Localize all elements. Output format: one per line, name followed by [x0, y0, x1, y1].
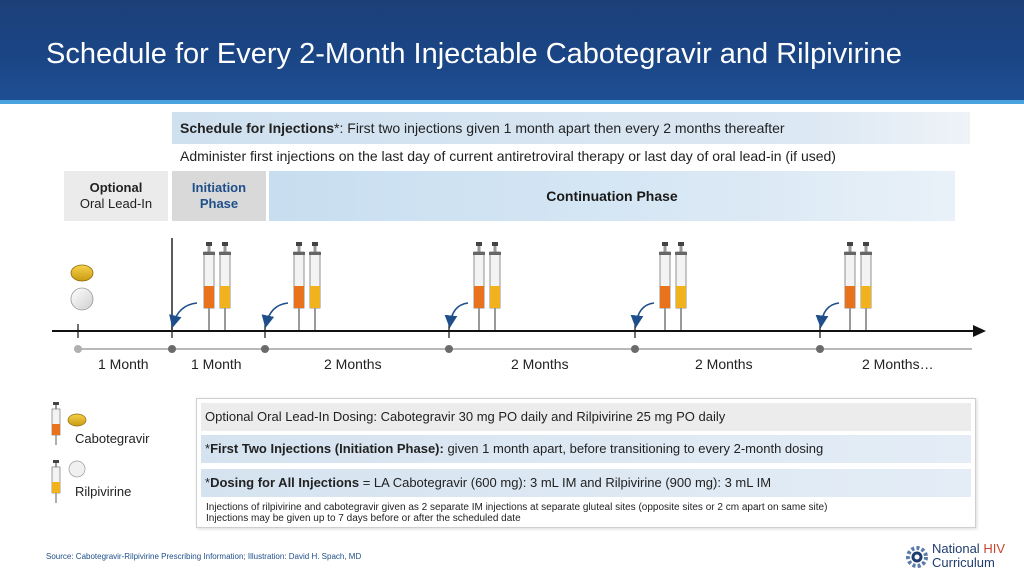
initiation-dosing-text: given 1 month apart, before transitionin… [443, 441, 824, 456]
phase-initiation: Initiation Phase [172, 171, 266, 221]
schedule-box: Schedule for Injections*: First two inje… [172, 112, 970, 144]
cabotegravir-syringe-icon [51, 402, 61, 445]
phase-optional-lead-in: Optional Oral Lead-In [64, 171, 168, 221]
rilpivirine-pill-icon [70, 287, 94, 311]
schedule-text: : First two injections given 1 month apa… [339, 120, 785, 136]
logo-curriculum: Curriculum [932, 555, 995, 570]
cabotegravir-pill-icon [70, 264, 94, 282]
national-hiv-curriculum-logo[interactable]: National HIV Curriculum [902, 541, 1018, 573]
schedule-label: Schedule for Injections [180, 120, 335, 136]
cabotegravir-pill-icon [67, 413, 87, 427]
timeline-dot [74, 345, 82, 353]
timeline-diagram [52, 238, 986, 353]
phase-continuation-label: Continuation Phase [546, 188, 678, 204]
interval-label: 2 Months… [862, 356, 934, 372]
logo-text: National HIV Curriculum [932, 542, 1005, 570]
phase-optional-line2: Oral Lead-In [79, 196, 153, 211]
interval-label: 2 Months [324, 356, 382, 372]
injection-arrow-icon [261, 302, 289, 329]
administer-instructions: Administer first injections on the last … [180, 148, 836, 164]
phase-optional-line1: Optional [89, 180, 143, 195]
header-accent-line [0, 100, 1024, 104]
all-injections-asterisk: * [205, 475, 211, 490]
schedule-asterisk: * [334, 120, 340, 136]
initiation-asterisk: * [205, 441, 211, 456]
syringe-pair-icon [843, 241, 873, 331]
source-citation: Source: Cabotegravir-Rilpivirine Prescri… [46, 552, 362, 561]
syringe-pair-icon [202, 241, 232, 331]
logo-national: National [932, 541, 984, 556]
timeline-dot [168, 345, 176, 353]
initiation-dosing: *First Two Injections (Initiation Phase)… [201, 435, 971, 463]
scheduling-window-note: Injections may be given up to 7 days bef… [206, 513, 521, 524]
interval-label: 1 Month [98, 356, 149, 372]
legend-icons [51, 402, 87, 503]
timeline-dot [631, 345, 639, 353]
interval-label: 1 Month [191, 356, 242, 372]
timeline-dot [445, 345, 453, 353]
dosing-info-panel: Optional Oral Lead-In Dosing: Cabotegrav… [196, 398, 976, 528]
injection-arrow-icon [815, 302, 840, 329]
interval-label: 2 Months [695, 356, 753, 372]
timeline-dot [816, 345, 824, 353]
rilpivirine-pill-icon [68, 460, 86, 478]
initiation-dosing-label: First Two Injections (Initiation Phase): [210, 441, 444, 456]
syringe-pair-icon [658, 241, 688, 331]
phase-initiation-line1: Initiation [191, 180, 247, 195]
injection-arrow-icon [444, 302, 469, 329]
injection-arrow-icon [630, 302, 655, 329]
legend-cabotegravir-label: Cabotegravir [75, 431, 150, 446]
injection-site-note: Injections of rilpivirine and cabotegrav… [206, 502, 828, 513]
oral-lead-in-dosing: Optional Oral Lead-In Dosing: Cabotegrav… [201, 403, 971, 431]
injection-arrow-icon [169, 302, 198, 329]
phase-continuation: Continuation Phase [269, 171, 955, 221]
syringe-pair-icon [292, 241, 322, 331]
slide-title: Schedule for Every 2-Month Injectable Ca… [46, 38, 902, 70]
logo-hiv: HIV [983, 541, 1005, 556]
interval-label: 2 Months [511, 356, 569, 372]
all-injections-text: = LA Cabotegravir (600 mg): 3 mL IM and … [359, 475, 772, 490]
legend-rilpivirine-label: Rilpivirine [75, 484, 132, 499]
all-injections-dosing: *Dosing for All Injections = LA Cabotegr… [201, 469, 971, 497]
rilpivirine-syringe-icon [51, 460, 61, 503]
gear-logo-icon [906, 546, 928, 568]
timeline-dot [261, 345, 269, 353]
syringe-pair-icon [472, 241, 502, 331]
timeline-axis-arrowhead [973, 325, 986, 337]
phase-initiation-line2: Phase [199, 196, 239, 211]
all-injections-label: Dosing for All Injections [210, 475, 360, 490]
header-banner [0, 0, 1024, 100]
